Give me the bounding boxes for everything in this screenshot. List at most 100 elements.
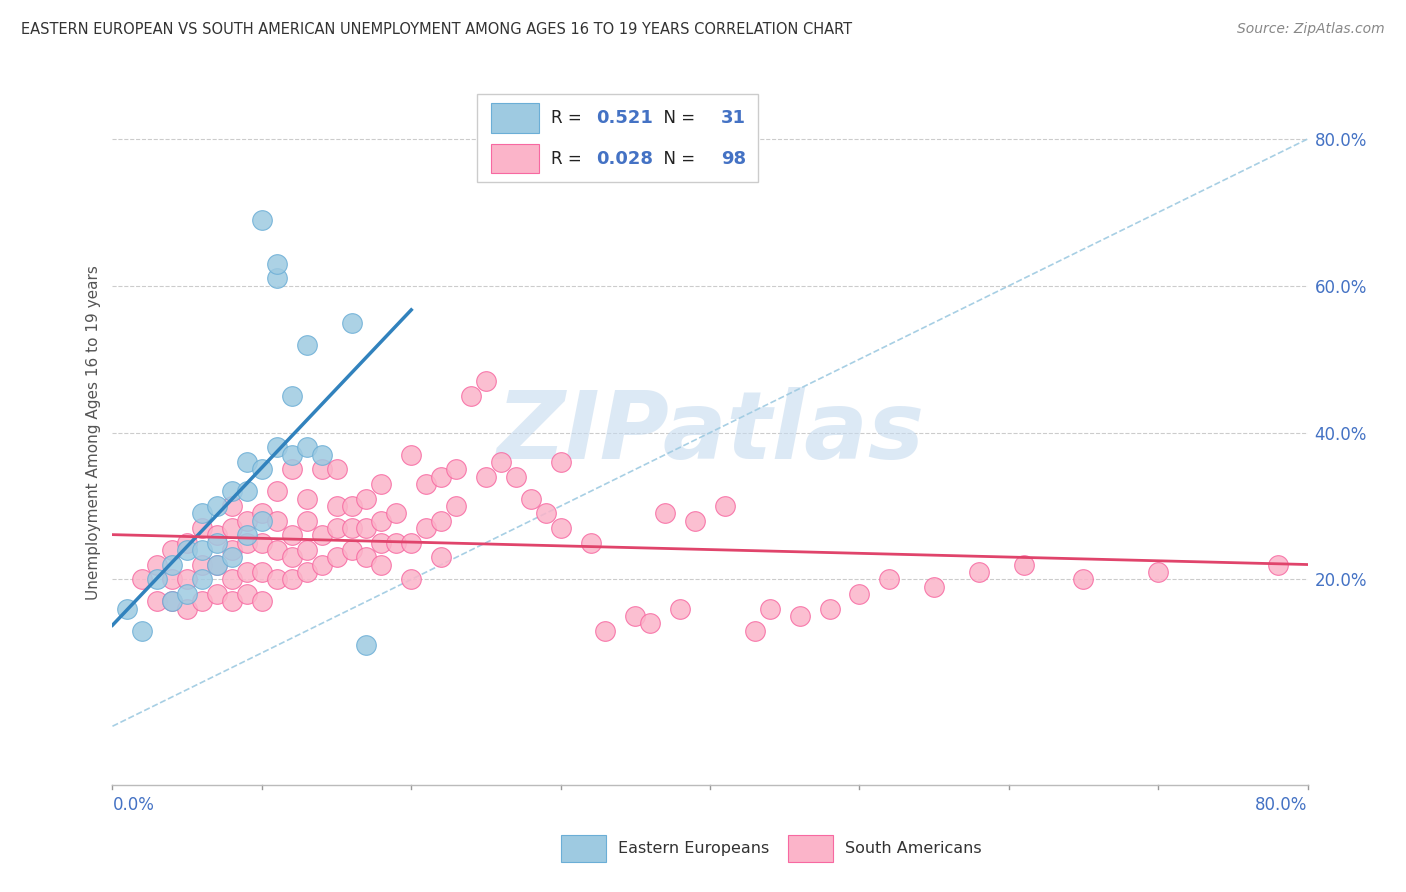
Text: R =: R = — [551, 150, 588, 168]
Text: N =: N = — [652, 150, 700, 168]
Point — [281, 462, 304, 476]
Point — [281, 528, 304, 542]
Point — [444, 499, 467, 513]
Point — [295, 543, 318, 558]
Point — [579, 535, 602, 549]
Point — [176, 573, 198, 587]
Point — [162, 594, 183, 608]
Point — [205, 528, 228, 542]
Point — [191, 594, 214, 608]
Point — [191, 543, 214, 558]
Point — [415, 521, 437, 535]
Point — [401, 573, 423, 587]
Point — [236, 514, 259, 528]
Text: R =: R = — [551, 109, 588, 128]
Point — [191, 521, 214, 535]
Text: 0.521: 0.521 — [596, 109, 654, 128]
Point — [520, 491, 543, 506]
Point — [250, 514, 273, 528]
Point — [356, 639, 378, 653]
Point — [191, 558, 214, 572]
Point — [550, 521, 572, 535]
Point — [669, 601, 692, 615]
Point — [624, 609, 647, 624]
Point — [176, 535, 198, 549]
Point — [1012, 558, 1035, 572]
Text: ZIPatlas: ZIPatlas — [496, 386, 924, 479]
Point — [356, 550, 378, 565]
Point — [176, 601, 198, 615]
Point — [1147, 565, 1170, 579]
Point — [266, 440, 288, 454]
Point — [221, 594, 243, 608]
Point — [430, 514, 453, 528]
Point — [325, 521, 347, 535]
Point — [683, 514, 706, 528]
Point — [340, 316, 363, 330]
Point — [146, 594, 169, 608]
Point — [744, 624, 766, 638]
Point — [295, 514, 318, 528]
Point — [162, 594, 183, 608]
Point — [475, 469, 498, 483]
Point — [967, 565, 990, 579]
Point — [759, 601, 782, 615]
Point — [146, 558, 169, 572]
Point — [295, 491, 318, 506]
Point — [250, 507, 273, 521]
Point — [205, 558, 228, 572]
Text: 0.028: 0.028 — [596, 150, 654, 168]
Point — [654, 507, 676, 521]
Point — [340, 499, 363, 513]
Point — [191, 507, 214, 521]
Point — [221, 550, 243, 565]
Point — [281, 448, 304, 462]
Point — [922, 580, 945, 594]
Point — [236, 565, 259, 579]
Point — [250, 212, 273, 227]
Point — [534, 507, 557, 521]
Point — [340, 521, 363, 535]
Point — [295, 337, 318, 351]
Point — [221, 484, 243, 499]
Point — [162, 558, 183, 572]
Point — [370, 558, 392, 572]
Point — [250, 462, 273, 476]
Point — [818, 601, 841, 615]
Point — [266, 543, 288, 558]
Point — [162, 543, 183, 558]
Text: EASTERN EUROPEAN VS SOUTH AMERICAN UNEMPLOYMENT AMONG AGES 16 TO 19 YEARS CORREL: EASTERN EUROPEAN VS SOUTH AMERICAN UNEMP… — [21, 22, 852, 37]
Point — [401, 448, 423, 462]
Point — [162, 573, 183, 587]
Point — [266, 573, 288, 587]
Point — [311, 448, 333, 462]
Point — [205, 499, 228, 513]
Point — [281, 573, 304, 587]
Point — [1267, 558, 1289, 572]
Point — [131, 624, 153, 638]
Point — [295, 565, 318, 579]
Point — [340, 543, 363, 558]
Point — [430, 550, 453, 565]
Point — [325, 462, 347, 476]
Point — [848, 587, 870, 601]
Point — [595, 624, 617, 638]
Point — [370, 514, 392, 528]
Point — [266, 257, 288, 271]
FancyBboxPatch shape — [491, 103, 538, 133]
FancyBboxPatch shape — [787, 835, 834, 862]
Point — [236, 455, 259, 469]
Point — [117, 601, 139, 615]
Point — [295, 440, 318, 454]
Point — [250, 535, 273, 549]
Point — [250, 594, 273, 608]
Point — [370, 477, 392, 491]
Point — [221, 573, 243, 587]
Point — [281, 550, 304, 565]
Point — [236, 587, 259, 601]
Point — [176, 543, 198, 558]
Y-axis label: Unemployment Among Ages 16 to 19 years: Unemployment Among Ages 16 to 19 years — [86, 265, 101, 600]
Text: 31: 31 — [721, 109, 745, 128]
Point — [221, 499, 243, 513]
Point — [430, 469, 453, 483]
